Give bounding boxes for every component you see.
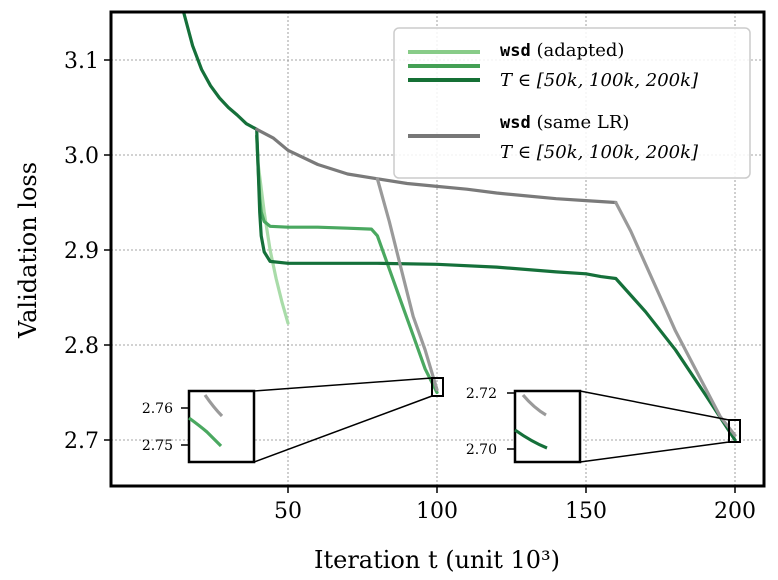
x-tick-label: 150 — [565, 499, 607, 524]
series-line-2 — [182, 12, 737, 442]
series-line-3 — [255, 127, 618, 205]
inset-2-green-line — [514, 428, 548, 450]
inset-2-tick-label-a: 2.72 — [466, 386, 497, 402]
inset-zoom-200k: 2.72 2.70 — [466, 386, 741, 464]
inset-2-gray-line — [521, 393, 547, 417]
y-axis-label: Validation loss — [14, 162, 42, 339]
legend-box — [393, 27, 751, 179]
inset-1-connector-bottom — [253, 395, 433, 463]
inset-2-target-box — [728, 419, 741, 443]
y-axis-ticks: 2.7 2.8 2.9 3.0 3.1 — [64, 49, 111, 454]
x-tick-label: 50 — [274, 499, 302, 524]
inset-zoom-100k: 2.76 2.75 — [142, 377, 444, 464]
legend-adapted-line1: wsd (adapted) — [500, 40, 624, 61]
y-tick-label: 3.0 — [64, 144, 99, 169]
inset-box-2 — [513, 389, 582, 464]
y-tick-label: 2.7 — [64, 429, 99, 454]
inset-2-connector-top — [579, 390, 730, 421]
legend-same-line1: wsd (same LR) — [500, 112, 629, 133]
y-tick-label: 3.1 — [64, 49, 99, 74]
inset-1-gray-line — [203, 394, 224, 418]
y-tick-label: 2.8 — [64, 334, 99, 359]
series-line-5 — [614, 200, 737, 437]
series-layer — [182, 12, 737, 442]
legend-adapted-line2: T ∈ [50k, 100k, 200k] — [500, 70, 699, 91]
inset-1-tick-label-a: 2.76 — [142, 401, 173, 417]
y-tick-label: 2.9 — [64, 239, 99, 264]
legend-same-line2: T ∈ [50k, 100k, 200k] — [500, 142, 699, 163]
x-tick-label: 100 — [416, 499, 458, 524]
x-axis-ticks: 50 100 150 200 — [274, 486, 756, 524]
x-axis-label: Iteration t (unit 10³) — [314, 546, 560, 574]
inset-2-tick-label-b: 2.70 — [466, 442, 497, 458]
series-line-4 — [375, 177, 439, 392]
inset-1-green-line — [188, 416, 223, 448]
inset-1-target-box — [431, 377, 444, 397]
inset-1-tick-label-b: 2.75 — [142, 438, 173, 454]
legend: wsd (adapted) T ∈ [50k, 100k, 200k] wsd … — [393, 27, 751, 179]
x-tick-label: 200 — [714, 499, 756, 524]
inset-2-connector-bottom — [579, 441, 730, 463]
inset-1-connector-top — [253, 377, 433, 392]
